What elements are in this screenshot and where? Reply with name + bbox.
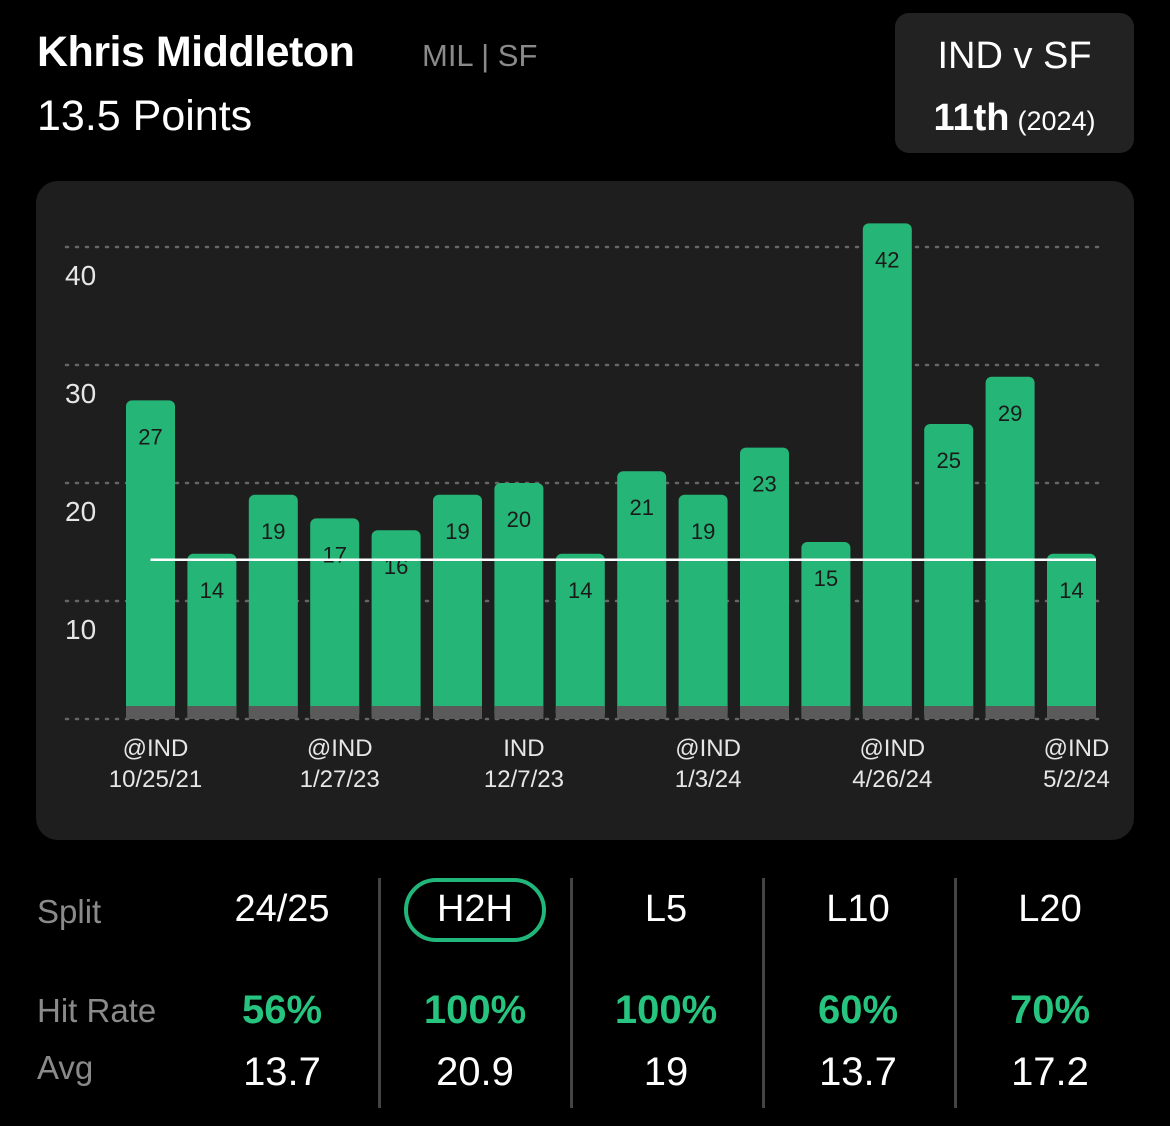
bar xyxy=(740,447,789,719)
hit-rate-value: 56% xyxy=(241,988,323,1032)
bar-value-label: 21 xyxy=(629,495,653,520)
bar xyxy=(187,553,237,719)
selected-split-pill xyxy=(404,878,546,942)
x-tick-opponent: @IND xyxy=(1044,735,1110,762)
hit-rate-row-label: Hit Rate xyxy=(37,992,157,1029)
y-tick-label: 10 xyxy=(65,614,96,645)
x-tick-date: 1/27/23 xyxy=(300,766,380,793)
bar xyxy=(801,542,851,719)
avg-value: 19 xyxy=(643,1050,689,1094)
rank-season: (2024) xyxy=(1017,106,1096,136)
bar-base xyxy=(248,706,298,719)
column-divider xyxy=(762,878,765,1108)
bar-chart: 10 20 30 40 27 14 19 17 16 19 20 14 21 19 23 15 42 25 29 14… xyxy=(64,223,1110,793)
x-tick-date: 10/25/21 xyxy=(109,766,202,793)
hit-rate-value: 100% xyxy=(423,988,527,1032)
bar-base xyxy=(371,706,421,719)
x-tick-opponent: @IND xyxy=(307,735,373,762)
bar xyxy=(248,494,298,719)
bar xyxy=(924,424,974,719)
player-team-position: MIL | SF xyxy=(422,38,538,73)
bar-value-label: 14 xyxy=(200,578,224,603)
bar-value-label: 15 xyxy=(814,566,838,591)
bar-base xyxy=(740,706,789,719)
bar-base xyxy=(985,706,1035,719)
column-divider xyxy=(954,878,957,1108)
bar xyxy=(555,553,605,719)
x-tick-date: 1/3/24 xyxy=(675,766,742,793)
column-divider xyxy=(570,878,573,1108)
matchup-card[interactable]: IND v SF 11th (2024) xyxy=(895,13,1134,153)
bar-base xyxy=(433,706,482,719)
split-tab-l20[interactable]: L20 xyxy=(1018,888,1082,930)
bar-base xyxy=(862,706,912,719)
y-tick-label: 40 xyxy=(65,260,96,291)
x-tick-opponent: @IND xyxy=(859,735,925,762)
bar-value-label: 20 xyxy=(507,507,531,532)
bar-base xyxy=(494,706,544,719)
bar-value-label: 42 xyxy=(875,247,899,272)
bar-base xyxy=(310,706,360,719)
bar xyxy=(617,471,667,719)
bar-value-label: 14 xyxy=(568,578,592,603)
bar-value-label: 19 xyxy=(261,519,285,544)
bar-base xyxy=(801,706,851,719)
bar xyxy=(1047,553,1096,719)
bar-base xyxy=(924,706,974,719)
bar xyxy=(371,530,421,719)
bar xyxy=(985,376,1035,719)
matchup-title: IND v SF xyxy=(937,35,1092,77)
x-tick-date: 4/26/24 xyxy=(852,766,932,793)
bar xyxy=(433,494,482,719)
hit-rate-value: 100% xyxy=(614,988,718,1032)
avg-value: 13.7 xyxy=(243,1050,321,1094)
bar-base xyxy=(617,706,667,719)
split-row-label: Split xyxy=(37,893,102,930)
y-tick-label: 20 xyxy=(65,496,96,527)
column-divider xyxy=(378,878,381,1108)
x-tick-opponent: @IND xyxy=(123,735,189,762)
bar xyxy=(310,518,360,719)
bar-value-label: 19 xyxy=(691,519,715,544)
bar-value-label: 23 xyxy=(752,472,776,497)
bar-base xyxy=(126,706,175,719)
bar-value-label: 25 xyxy=(936,448,960,473)
avg-value: 13.7 xyxy=(819,1050,897,1094)
bar-base xyxy=(187,706,237,719)
split-tab-l5[interactable]: L5 xyxy=(644,888,688,930)
bar-value-label: 14 xyxy=(1059,578,1083,603)
bar-base xyxy=(678,706,728,719)
avg-value: 17.2 xyxy=(1011,1050,1089,1094)
bar xyxy=(494,483,544,719)
defense-rank: 11th xyxy=(933,97,1010,139)
bar xyxy=(678,494,728,719)
split-tab-l10[interactable]: L10 xyxy=(826,888,890,930)
hit-rate-value: 60% xyxy=(817,988,899,1032)
bar-value-label: 27 xyxy=(138,424,162,449)
bar-value-label: 17 xyxy=(322,542,346,567)
avg-value: 20.9 xyxy=(436,1050,514,1094)
y-tick-label: 30 xyxy=(65,378,96,409)
chart-card: 10 20 30 40 27 14 19 17 16 19 20 14 21 19 23 15 42 25 29 14… xyxy=(36,181,1134,840)
x-tick-opponent: @IND xyxy=(675,735,741,762)
bar-value-label: 19 xyxy=(445,519,469,544)
matchup-rank: 11th (2024) xyxy=(895,97,1134,140)
avg-row-label: Avg xyxy=(37,1049,94,1086)
player-name: Khris Middleton xyxy=(37,28,355,76)
bar xyxy=(862,223,912,719)
x-tick-date: 5/2/24 xyxy=(1043,766,1110,793)
bar-value-label: 29 xyxy=(998,401,1022,426)
hit-rate-value: 70% xyxy=(1009,988,1091,1032)
bar-base xyxy=(1047,706,1096,719)
split-tab-h2h[interactable]: H2H xyxy=(436,888,514,930)
x-tick-opponent: IND xyxy=(503,735,544,762)
x-tick-date: 12/7/23 xyxy=(484,766,564,793)
bar-value-label: 16 xyxy=(384,554,408,579)
split-tab-24-25[interactable]: 24/25 xyxy=(234,888,330,930)
bar-base xyxy=(555,706,605,719)
prop-line: 13.5 Points xyxy=(37,92,253,140)
